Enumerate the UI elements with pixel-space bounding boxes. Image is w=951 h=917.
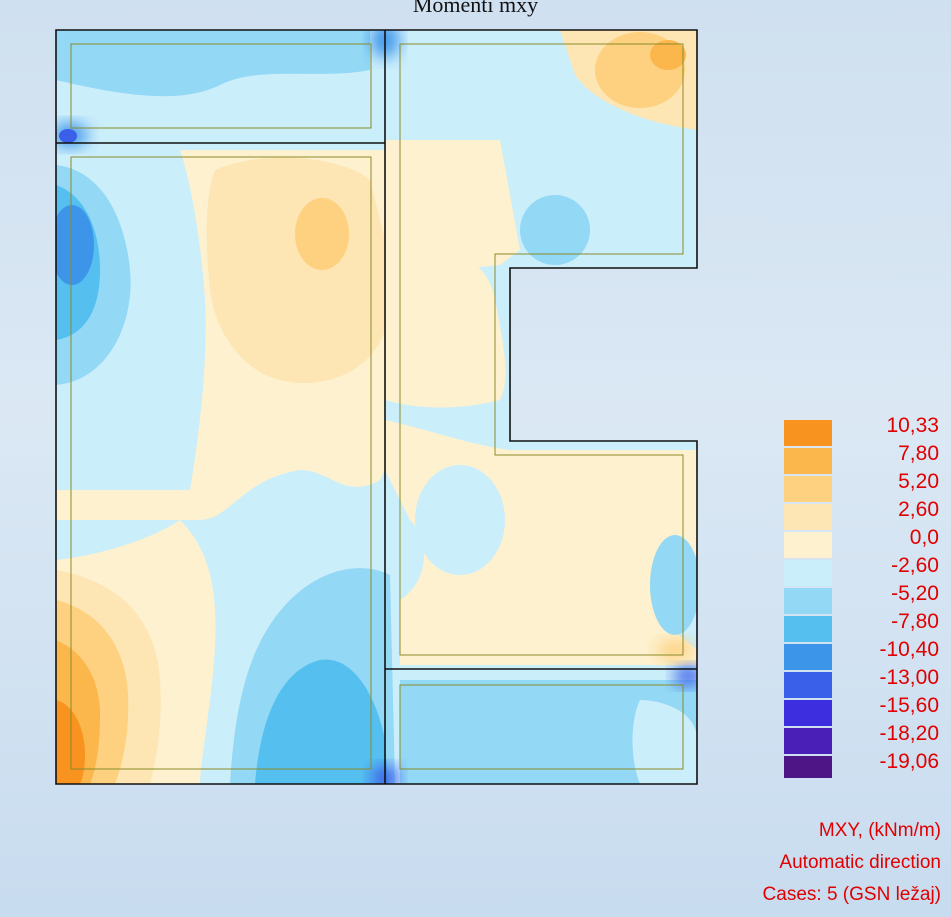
legend-entry: -2,60 — [784, 554, 951, 586]
legend-swatch — [784, 672, 832, 698]
legend-swatch — [784, 420, 832, 446]
direction-label: Automatic direction — [779, 852, 941, 873]
legend-swatch — [784, 560, 832, 586]
legend-entry: 2,60 — [784, 498, 951, 530]
zone-neg-bottom-right — [400, 680, 697, 784]
zone-neg-top-right-center — [520, 195, 590, 265]
legend-value: 5,20 — [898, 470, 939, 493]
legend-value: -7,80 — [891, 610, 939, 633]
cases-label: Cases: 5 (GSN ležaj) — [762, 884, 941, 905]
legend-swatch — [784, 616, 832, 642]
legend-entry: -5,20 — [784, 582, 951, 614]
legend-swatch — [784, 588, 832, 614]
legend-value: 10,33 — [886, 414, 939, 437]
slab-outline — [55, 29, 698, 785]
legend-entry: -13,00 — [784, 666, 951, 698]
legend-entry: 10,33 — [784, 414, 951, 446]
legend-swatch — [784, 728, 832, 754]
legend-entry: -18,20 — [784, 722, 951, 754]
legend-value: 7,80 — [898, 442, 939, 465]
panel-offsets — [70, 43, 684, 770]
legend-value: -18,20 — [879, 722, 939, 745]
legend-entry: 5,20 — [784, 470, 951, 502]
legend-entry: -10,40 — [784, 638, 951, 670]
legend-value: -2,60 — [891, 554, 939, 577]
legend-swatch — [784, 756, 832, 778]
legend-value: 0,0 — [909, 526, 939, 549]
legend-entry: 0,0 — [784, 526, 951, 558]
map-title: Momenti mxy — [412, 0, 539, 17]
legend-swatch — [784, 700, 832, 726]
legend-value: -5,20 — [891, 582, 939, 605]
contour-fill — [56, 30, 697, 784]
legend-value: -10,40 — [879, 638, 939, 661]
legend-swatch — [784, 448, 832, 474]
legend-swatch — [784, 532, 832, 558]
legend-swatch — [784, 504, 832, 530]
legend-entry: 7,80 — [784, 442, 951, 474]
legend-value: 2,60 — [898, 498, 939, 521]
legend-value: -19,06 — [879, 750, 939, 773]
zone-neg-top-left — [56, 30, 370, 97]
legend-value: -13,00 — [879, 666, 939, 689]
legend-value: -15,60 — [879, 694, 939, 717]
legend-entry: -7,80 — [784, 610, 951, 642]
legend-entry: -15,60 — [784, 694, 951, 726]
quantity-label: MXY, (kNm/m) — [818, 820, 941, 841]
legend-swatch — [784, 644, 832, 670]
legend-entry: -19,06 — [784, 750, 951, 778]
legend-swatch — [784, 476, 832, 502]
